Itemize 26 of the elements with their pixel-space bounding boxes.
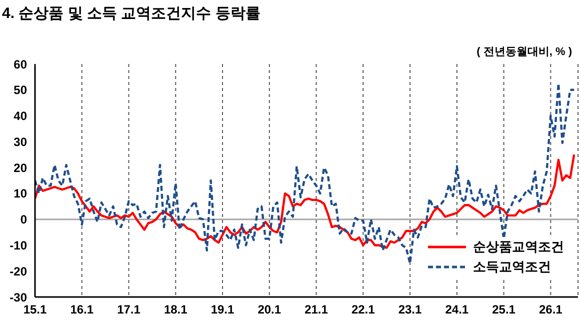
y-tick-label: 0 <box>20 212 28 227</box>
x-tick-label: 26.1 <box>538 302 563 317</box>
y-tick-label: -10 <box>10 238 28 252</box>
x-tick-label: 25.1 <box>492 302 516 317</box>
x-tick-label: 21.1 <box>304 302 328 317</box>
y-tick-label: -20 <box>10 264 28 278</box>
x-tick-label: 18.1 <box>164 302 188 317</box>
y-tick-label: 40 <box>14 109 28 124</box>
y-tick-label: 20 <box>14 160 28 175</box>
text: ( 전년동월대비, % ) <box>476 45 572 59</box>
y-tick-label: 60 <box>14 57 28 72</box>
x-tick-label: 24.1 <box>445 302 469 317</box>
y-tick-label: 10 <box>14 186 28 201</box>
y-tick-label: 50 <box>14 83 28 98</box>
legend-label: 순상품교역조건 <box>473 238 564 256</box>
x-tick-label: 19.1 <box>210 302 235 317</box>
x-tick-label: 22.1 <box>351 302 376 317</box>
y-tick-label: -30 <box>10 290 28 304</box>
x-tick-label: 16.1 <box>70 302 94 317</box>
x-tick-label: 23.1 <box>398 302 422 317</box>
y-tick-label: 30 <box>14 134 28 149</box>
chart-title: 4. 순상품 및 소득 교역조건지수 등락률 <box>2 4 260 23</box>
x-tick-label: 20.1 <box>258 302 282 317</box>
x-tick-label: 17.1 <box>117 302 141 317</box>
x-tick-label: 15.1 <box>23 302 47 317</box>
legend-label: 소득교역조건 <box>473 258 551 276</box>
